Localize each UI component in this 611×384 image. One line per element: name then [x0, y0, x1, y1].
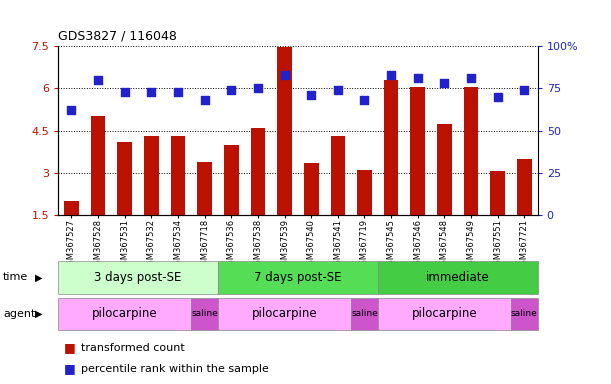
Bar	[464, 87, 478, 215]
Bar	[331, 136, 345, 215]
Text: saline: saline	[511, 310, 538, 318]
Bar	[224, 145, 238, 215]
Bar	[437, 124, 452, 215]
Text: time: time	[3, 272, 28, 283]
Text: pilocarpine: pilocarpine	[92, 308, 158, 320]
Text: transformed count: transformed count	[81, 343, 185, 353]
Bar	[351, 298, 378, 330]
Point	[413, 75, 423, 81]
Point	[147, 89, 156, 95]
Text: immediate: immediate	[426, 271, 489, 284]
Text: agent: agent	[3, 309, 35, 319]
Bar	[90, 116, 105, 215]
Bar	[64, 201, 79, 215]
Bar	[378, 261, 538, 294]
Point	[333, 87, 343, 93]
Point	[226, 87, 236, 93]
Bar	[511, 298, 538, 330]
Bar	[384, 80, 398, 215]
Bar	[191, 298, 218, 330]
Point	[173, 89, 183, 95]
Text: pilocarpine: pilocarpine	[412, 308, 477, 320]
Bar	[304, 163, 318, 215]
Bar	[218, 298, 351, 330]
Text: GDS3827 / 116048: GDS3827 / 116048	[58, 29, 177, 42]
Bar	[277, 48, 292, 215]
Point	[386, 72, 396, 78]
Text: 3 days post-SE: 3 days post-SE	[94, 271, 181, 284]
Text: saline: saline	[191, 310, 218, 318]
Point	[466, 75, 476, 81]
Text: pilocarpine: pilocarpine	[252, 308, 317, 320]
Point	[306, 92, 316, 98]
Text: ▶: ▶	[35, 272, 43, 283]
Point	[253, 85, 263, 91]
Bar	[517, 159, 532, 215]
Text: saline: saline	[351, 310, 378, 318]
Bar	[170, 136, 185, 215]
Bar	[117, 142, 132, 215]
Text: ▶: ▶	[35, 309, 43, 319]
Text: ■: ■	[64, 341, 76, 354]
Point	[280, 72, 290, 78]
Point	[519, 87, 529, 93]
Bar	[58, 298, 191, 330]
Bar	[197, 162, 212, 215]
Point	[439, 80, 449, 86]
Text: 7 days post-SE: 7 days post-SE	[254, 271, 342, 284]
Bar	[218, 261, 378, 294]
Bar	[411, 87, 425, 215]
Bar	[144, 136, 159, 215]
Bar	[357, 170, 372, 215]
Text: percentile rank within the sample: percentile rank within the sample	[81, 364, 269, 374]
Point	[67, 107, 76, 113]
Bar	[251, 128, 265, 215]
Bar	[491, 171, 505, 215]
Point	[93, 77, 103, 83]
Point	[200, 97, 210, 103]
Bar	[58, 261, 218, 294]
Bar	[378, 298, 511, 330]
Point	[493, 94, 503, 100]
Point	[120, 89, 130, 95]
Point	[360, 97, 370, 103]
Text: ■: ■	[64, 362, 76, 375]
